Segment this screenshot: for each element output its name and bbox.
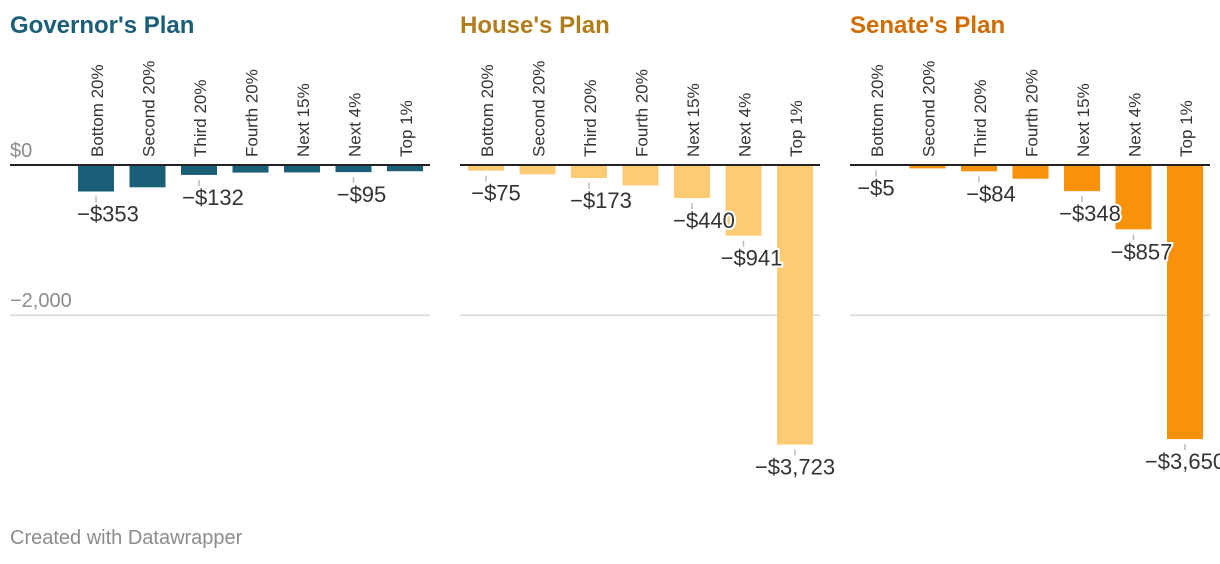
category-label: Top 1% bbox=[787, 100, 806, 157]
data-label: −$75 bbox=[471, 181, 521, 206]
bar-next-15- bbox=[1064, 165, 1100, 192]
bar-fourth-20- bbox=[622, 165, 659, 186]
bar-next-4- bbox=[335, 165, 372, 173]
bar-bottom-20- bbox=[78, 165, 114, 192]
bar-top-1- bbox=[777, 165, 813, 445]
data-label: −$941 bbox=[721, 246, 783, 271]
y-tick-label: $0 bbox=[10, 140, 32, 162]
category-label: Bottom 20% bbox=[868, 64, 887, 157]
bar-third-20- bbox=[571, 165, 607, 178]
y-tick-label: −2,000 bbox=[10, 290, 72, 312]
data-label: −$353 bbox=[77, 202, 139, 227]
bar-third-20- bbox=[181, 165, 217, 175]
category-label: Top 1% bbox=[1177, 100, 1196, 157]
category-label: Next 4% bbox=[346, 93, 365, 157]
bar-third-20- bbox=[961, 165, 997, 172]
footer-credit: Created with Datawrapper bbox=[10, 527, 243, 549]
bar-next-15- bbox=[674, 165, 710, 199]
data-label: −$440 bbox=[673, 208, 735, 233]
bar-next-4- bbox=[725, 165, 762, 236]
category-label: Next 15% bbox=[684, 83, 703, 157]
data-label: −$3,650 bbox=[1145, 449, 1220, 474]
chart-title-1: Governor's Plan bbox=[10, 12, 194, 39]
data-label: −$348 bbox=[1059, 201, 1121, 226]
category-label: Top 1% bbox=[397, 100, 416, 157]
category-label: Second 20% bbox=[920, 61, 939, 157]
data-label: −$95 bbox=[337, 182, 387, 207]
bar-bottom-20- bbox=[468, 165, 504, 171]
category-label: Third 20% bbox=[581, 80, 600, 157]
category-label: Fourth 20% bbox=[243, 69, 262, 157]
category-label: Next 4% bbox=[736, 93, 755, 157]
bar-fourth-20- bbox=[232, 165, 269, 173]
category-label: Second 20% bbox=[140, 61, 159, 157]
bar-next-15- bbox=[284, 165, 320, 173]
category-label: Fourth 20% bbox=[1023, 69, 1042, 157]
category-label: Next 15% bbox=[1074, 83, 1093, 157]
category-label: Next 4% bbox=[1126, 93, 1145, 157]
data-label: −$857 bbox=[1111, 239, 1173, 264]
bar-second-20- bbox=[129, 165, 166, 188]
bar-second-20- bbox=[909, 165, 946, 169]
data-label: −$173 bbox=[570, 188, 632, 213]
bar-fourth-20- bbox=[1012, 165, 1049, 179]
bar-top-1- bbox=[387, 165, 423, 172]
category-label: Second 20% bbox=[530, 61, 549, 157]
data-label: −$3,723 bbox=[755, 455, 835, 480]
bar-second-20- bbox=[519, 165, 556, 175]
category-label: Next 15% bbox=[294, 83, 313, 157]
data-label: −$132 bbox=[182, 185, 244, 210]
category-label: Bottom 20% bbox=[478, 64, 497, 157]
data-label: −$5 bbox=[857, 175, 894, 200]
category-label: Third 20% bbox=[971, 80, 990, 157]
category-label: Fourth 20% bbox=[633, 69, 652, 157]
category-label: Third 20% bbox=[191, 80, 210, 157]
chart-title-2: House's Plan bbox=[460, 12, 610, 39]
chart-title-3: Senate's Plan bbox=[850, 12, 1005, 39]
bar-top-1- bbox=[1167, 165, 1203, 440]
bar-next-4- bbox=[1115, 165, 1152, 230]
data-label: −$84 bbox=[966, 181, 1016, 206]
category-label: Bottom 20% bbox=[88, 64, 107, 157]
chart-root: Governor's Plan $0 −2,000 Bottom 20% Second … bbox=[10, 12, 1220, 482]
